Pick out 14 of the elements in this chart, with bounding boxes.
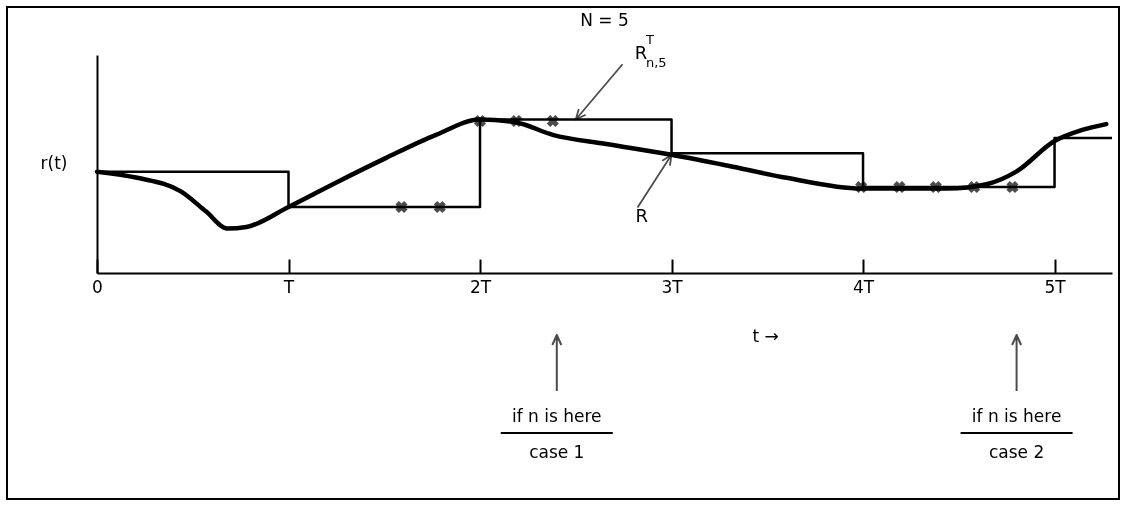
y-axis-title: r(t) xyxy=(40,152,68,173)
text: case 2 xyxy=(988,442,1045,462)
x-tick-label: 4T xyxy=(852,276,875,297)
x-tick-label: 5T xyxy=(1044,276,1067,297)
x-tick-label: 3T xyxy=(661,276,684,297)
text: R xyxy=(635,204,649,226)
x-axis-title: t → xyxy=(752,325,779,346)
x-tick-label: 2T xyxy=(469,276,492,297)
text: if n is here xyxy=(512,406,602,426)
chart-title: N = 5 xyxy=(580,10,629,31)
text: case 1 xyxy=(529,442,585,462)
text: if n is here xyxy=(971,406,1062,426)
x-tick-label: 0 xyxy=(92,276,103,297)
x-tick-label: T xyxy=(282,276,295,297)
